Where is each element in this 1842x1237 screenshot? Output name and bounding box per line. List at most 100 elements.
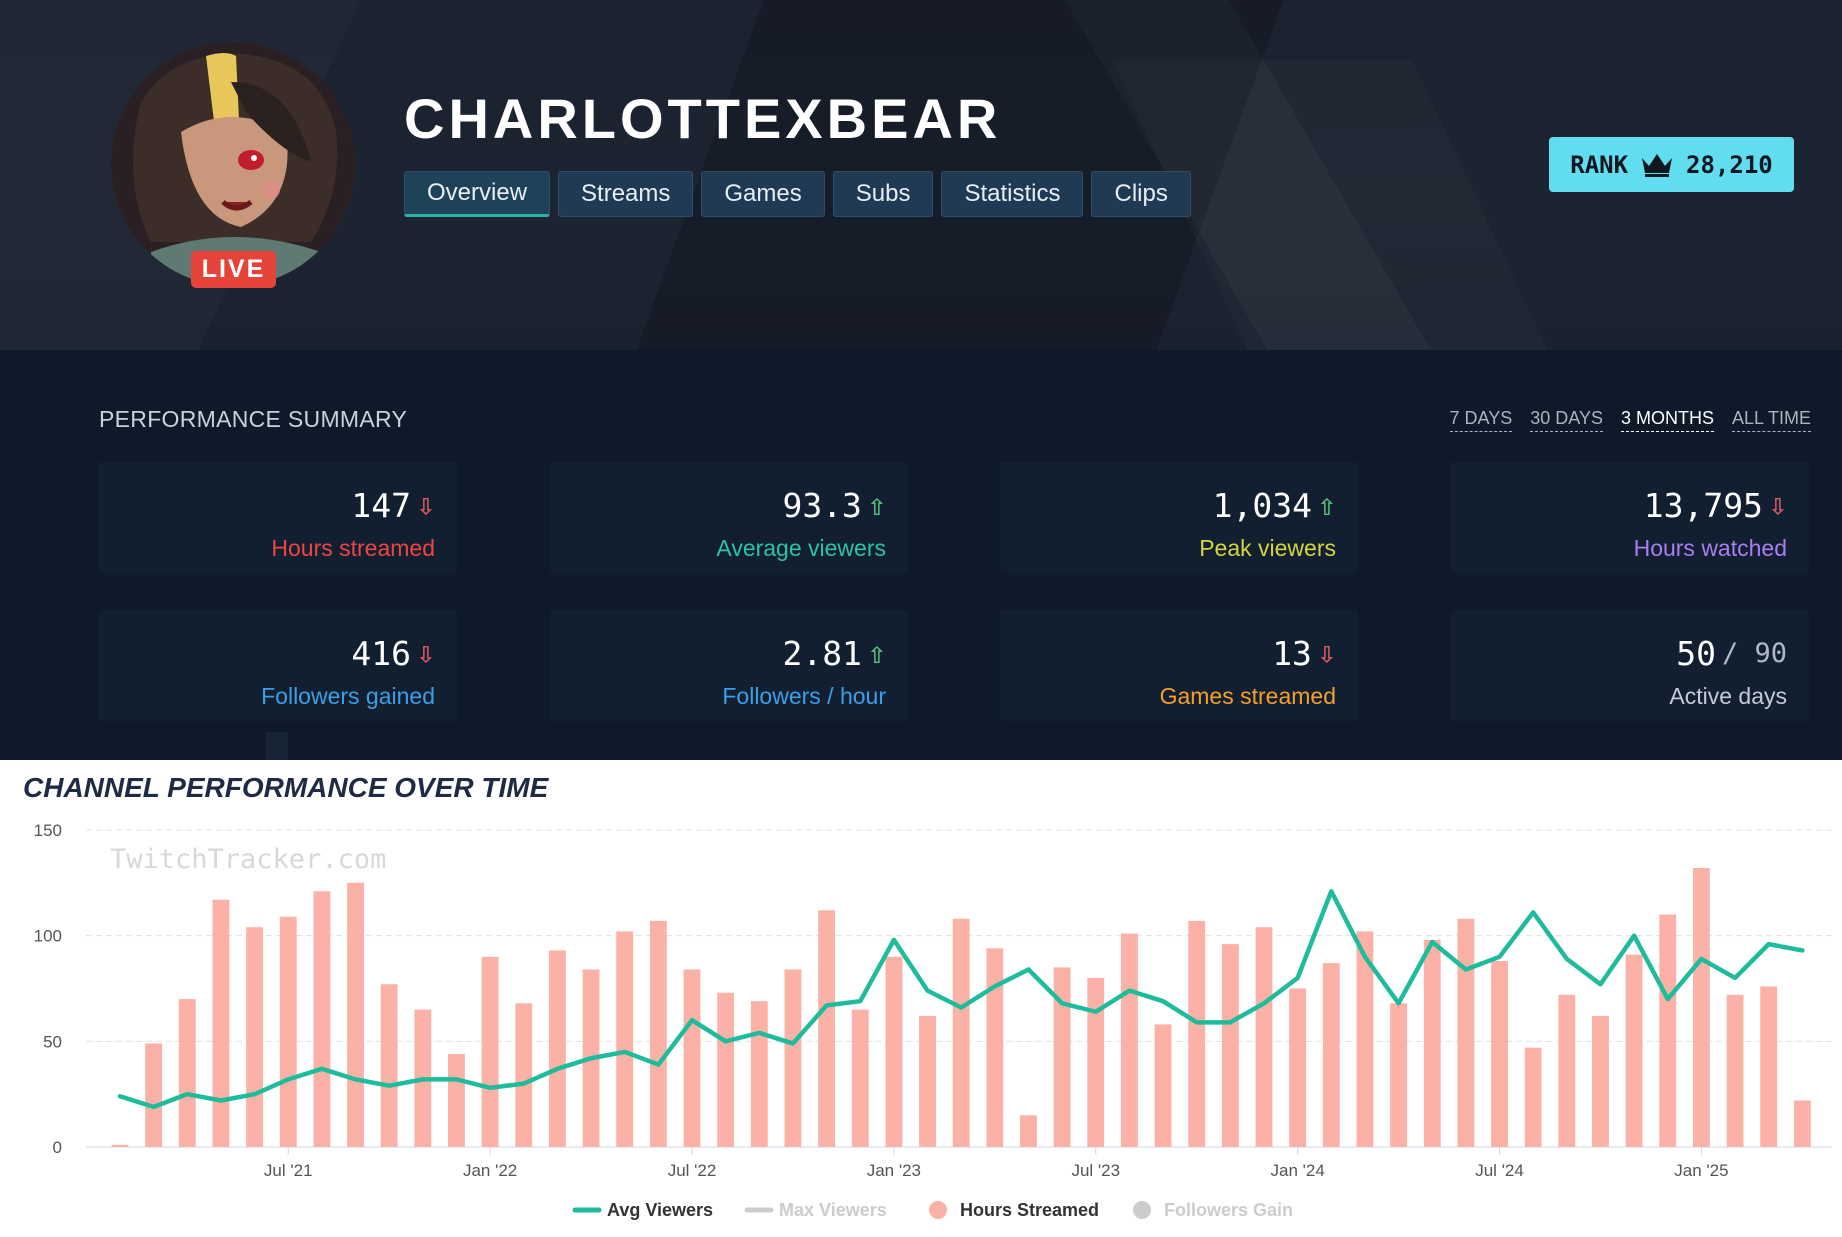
channel-header: LIVE CHARLOTTEXBEAR Overview Streams Gam… <box>0 0 1842 350</box>
stat-label: Games streamed <box>1159 683 1336 709</box>
stat-label: Average viewers <box>716 535 886 561</box>
stat-card-games-streamed: 13 ⇩ Games streamed <box>1000 610 1358 721</box>
bar-hours-streamed <box>1053 967 1071 1147</box>
stat-card-hours-watched: 13,795 ⇩ Hours watched <box>1451 462 1809 573</box>
y-tick-label: 0 <box>53 1138 62 1157</box>
stat-card-average-viewers: 93.3 ⇧ Average viewers <box>550 462 908 573</box>
bar-hours-streamed <box>750 1001 768 1147</box>
tab-streams[interactable]: Streams <box>558 171 694 217</box>
x-tick-label: Jul '21 <box>264 1161 313 1180</box>
stat-number: 416 <box>351 634 411 673</box>
x-tick-label: Jan '25 <box>1674 1161 1728 1180</box>
bar-hours-streamed <box>616 931 634 1147</box>
bar-hours-streamed <box>1322 963 1340 1147</box>
bar-hours-streamed <box>313 891 331 1147</box>
stat-value: 1,034 ⇧ <box>1213 486 1336 525</box>
range-7-days[interactable]: 7 DAYS <box>1449 408 1513 432</box>
bar-hours-streamed <box>347 882 364 1147</box>
y-tick-label: 150 <box>34 821 62 840</box>
tab-games[interactable]: Games <box>701 171 825 217</box>
summary-title: PERFORMANCE SUMMARY <box>99 406 408 432</box>
bar-hours-streamed <box>683 969 701 1147</box>
bar-hours-streamed <box>178 999 196 1147</box>
stat-value: 50/ 90 <box>1676 634 1787 673</box>
channel-name: CHARLOTTEXBEAR <box>404 87 1002 150</box>
bar-hours-streamed <box>1423 939 1441 1147</box>
bar-hours-streamed <box>649 920 667 1147</box>
stat-number: 1,034 <box>1212 486 1312 525</box>
legend-item-avg-viewers[interactable]: Avg Viewers <box>607 1200 713 1220</box>
stat-label: Followers gained <box>261 683 435 709</box>
bar-hours-streamed <box>1020 1115 1037 1147</box>
avatar[interactable] <box>111 42 355 286</box>
bar-hours-streamed <box>1390 1003 1407 1147</box>
bar-hours-streamed <box>1693 868 1710 1147</box>
bar-hours-streamed <box>1726 994 1744 1147</box>
bar-hours-streamed <box>1625 954 1643 1147</box>
bar-hours-streamed <box>1121 933 1138 1147</box>
bar-hours-streamed <box>1255 927 1273 1147</box>
bar-hours-streamed <box>549 950 566 1147</box>
channel-tabs: Overview Streams Games Subs Statistics C… <box>404 171 1191 217</box>
range-all-time[interactable]: ALL TIME <box>1731 408 1811 432</box>
stat-label: Peak viewers <box>1199 535 1336 561</box>
rank-label: RANK <box>1570 150 1629 179</box>
panel-tab-nub <box>266 732 288 760</box>
avatar-illustration <box>111 42 355 286</box>
bar-hours-streamed <box>212 899 230 1147</box>
stat-value: 13 ⇩ <box>1272 634 1336 673</box>
bar-hours-streamed <box>448 1054 465 1147</box>
range-selector: 7 DAYS 30 DAYS 3 MONTHS ALL TIME <box>1449 408 1811 432</box>
stat-card-peak-viewers: 1,034 ⇧ Peak viewers <box>1000 462 1358 573</box>
legend-item-max-viewers[interactable]: Max Viewers <box>779 1200 887 1220</box>
legend-swatch <box>929 1201 947 1219</box>
bar-hours-streamed <box>145 1043 163 1147</box>
range-3-months[interactable]: 3 MONTHS <box>1620 408 1714 432</box>
stat-value: 147 ⇩ <box>351 486 435 525</box>
watermark: TwitchTracker.com <box>110 844 386 875</box>
bar-hours-streamed <box>986 948 1004 1147</box>
bar-hours-streamed <box>1491 961 1508 1147</box>
stat-label: Hours streamed <box>271 535 435 561</box>
arrow-up-icon: ⇧ <box>867 488 886 523</box>
bar-hours-streamed <box>818 910 835 1147</box>
bar-hours-streamed <box>1356 931 1374 1147</box>
stat-number: 147 <box>351 486 411 525</box>
y-tick-label: 100 <box>34 927 62 946</box>
range-30-days[interactable]: 30 DAYS <box>1530 408 1603 432</box>
x-tick-label: Jul '24 <box>1475 1161 1524 1180</box>
stat-number: 50 <box>1676 634 1716 673</box>
stat-number: 93.3 <box>782 486 862 525</box>
x-tick-label: Jan '23 <box>867 1161 921 1180</box>
bar-hours-streamed <box>919 1015 936 1147</box>
bar-hours-streamed <box>717 992 735 1147</box>
stat-suffix: / 90 <box>1721 638 1787 669</box>
arrow-down-icon: ⇩ <box>416 488 435 523</box>
stat-value: 416 ⇩ <box>351 634 435 673</box>
stat-card-active-days: 50/ 90 Active days <box>1451 610 1809 721</box>
bar-hours-streamed <box>1087 977 1105 1147</box>
chart-title: CHANNEL PERFORMANCE OVER TIME <box>23 772 549 803</box>
arrow-down-icon: ⇩ <box>1317 636 1336 671</box>
bar-hours-streamed <box>1659 914 1677 1147</box>
legend-item-hours-streamed[interactable]: Hours Streamed <box>960 1200 1099 1220</box>
crown-icon <box>1642 153 1673 177</box>
tab-subs[interactable]: Subs <box>832 171 934 217</box>
tab-statistics[interactable]: Statistics <box>941 171 1084 217</box>
arrow-up-icon: ⇧ <box>867 636 886 671</box>
bar-hours-streamed <box>1524 1047 1542 1147</box>
legend-swatch <box>1133 1201 1151 1219</box>
tab-clips[interactable]: Clips <box>1091 171 1191 217</box>
live-badge: LIVE <box>191 251 276 288</box>
bar-hours-streamed <box>851 1009 869 1147</box>
bar-hours-streamed <box>1558 994 1576 1147</box>
rank-badge[interactable]: RANK 28,210 <box>1549 137 1794 192</box>
stat-label: Followers / hour <box>722 683 886 709</box>
legend-item-followers-gain[interactable]: Followers Gain <box>1164 1200 1293 1220</box>
performance-chart: 0 50 100 150 TwitchTracker.com Jul '21 Jan '22… <box>34 821 1832 1220</box>
bar-hours-streamed <box>380 984 398 1147</box>
stat-card-followers-per-hour: 2.81 ⇧ Followers / hour <box>550 610 908 721</box>
bar-hours-streamed <box>1760 986 1778 1147</box>
tab-overview[interactable]: Overview <box>404 171 551 217</box>
stat-number: 2.81 <box>782 634 862 673</box>
